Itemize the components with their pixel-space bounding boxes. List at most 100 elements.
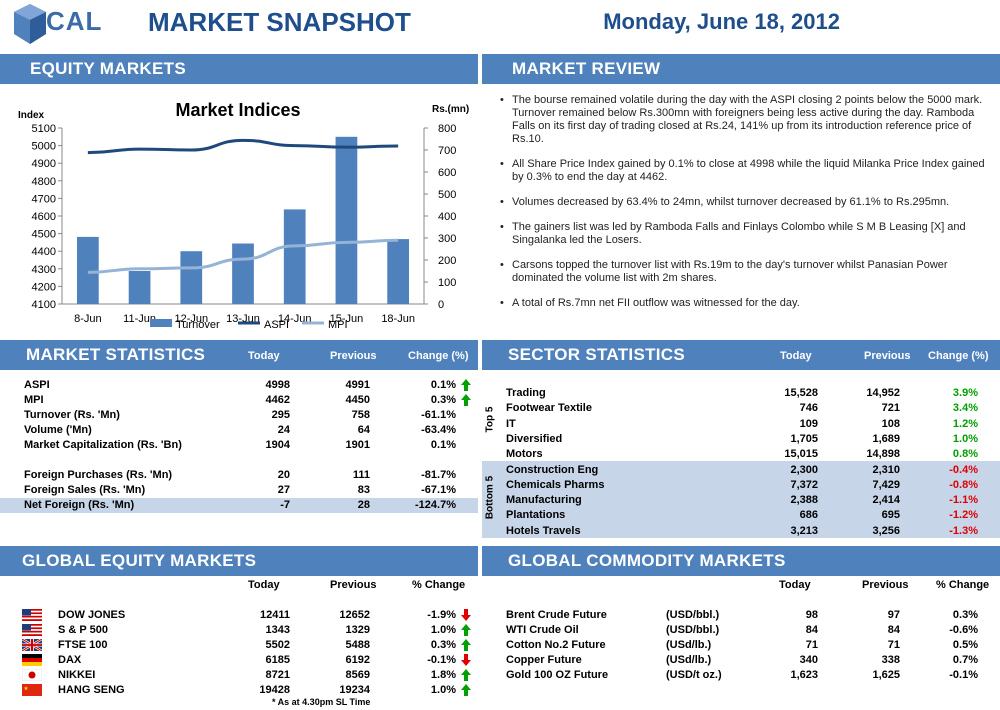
market-review-body: The bourse remained volatile during the …	[482, 84, 1000, 334]
bottom-5-band	[482, 461, 1000, 538]
us-flag-icon	[22, 624, 42, 636]
left-tick-label: 4200	[32, 281, 56, 293]
review-bullet: Carsons topped the turnover list with Rs…	[500, 259, 990, 285]
index-previous: 19234	[339, 684, 370, 696]
sector-change: -1.3%	[949, 524, 978, 537]
sector-name: Chemicals Pharms	[506, 478, 605, 491]
sector-name: Hotels Travels	[506, 524, 581, 537]
germany-flag-icon	[22, 654, 42, 666]
stat-change: 0.3%	[430, 394, 456, 406]
sector-previous: 7,429	[872, 478, 900, 491]
up-arrow-icon	[461, 669, 471, 681]
left-tick-label: 4700	[32, 193, 56, 205]
stat-change: -63.4%	[421, 424, 456, 436]
column-today: Today	[779, 579, 811, 591]
turnover-bar	[387, 239, 410, 304]
sector-name: IT	[506, 417, 516, 430]
global-commodity-body: Today Previous % Change Brent Crude Futu…	[482, 576, 1000, 710]
stat-change: -61.1%	[421, 409, 456, 421]
commodity-previous: 1,625	[872, 669, 900, 681]
sector-previous: 2,414	[872, 494, 900, 507]
right-tick-label: 400	[438, 211, 456, 223]
sector-today: 1,705	[790, 432, 818, 445]
column-previous: Previous	[330, 579, 377, 591]
stat-label: ASPI	[24, 379, 50, 391]
sector-row: Footwear Textile 746 721 3.4%	[482, 401, 1000, 416]
x-tick-label: 12-Jun	[174, 313, 208, 325]
equity-markets-header: EQUITY MARKETS	[0, 54, 478, 84]
turnover-bar	[335, 136, 358, 304]
market-review-panel: MARKET REVIEW The bourse remained volati…	[482, 54, 1000, 334]
index-name: DOW JONES	[58, 609, 126, 621]
index-previous: 5488	[345, 639, 370, 651]
column-previous: Previous	[862, 579, 909, 591]
up-arrow-icon	[461, 684, 471, 696]
market-review-header: MARKET REVIEW	[482, 54, 1000, 84]
commodity-today: 71	[805, 639, 818, 651]
sector-name: Plantations	[506, 509, 566, 522]
stat-today: -7	[280, 499, 290, 511]
commodity-name: Cotton No.2 Future	[506, 639, 606, 651]
market-statistics-body: ASPI 4998 4991 0.1% MPI 4462 4450 0.3% Turnover …	[0, 370, 478, 540]
commodity-change: -0.1%	[949, 669, 978, 681]
sector-row: Manufacturing 2,388 2,414 -1.1%	[482, 493, 1000, 508]
market-statistics-panel: MARKET STATISTICS Today Previous Change …	[0, 340, 478, 540]
index-today: 1343	[265, 624, 290, 636]
uk-flag-icon	[22, 639, 42, 651]
commodity-previous: 97	[887, 609, 900, 621]
commodity-row: Brent Crude Future (USD/bbl.) 98 97 0.3%	[482, 608, 1000, 623]
column-change: % Change	[412, 579, 466, 591]
sector-today: 7,372	[790, 478, 818, 491]
right-tick-label: 100	[438, 277, 456, 289]
up-arrow-icon	[461, 379, 471, 391]
stat-today: 1904	[265, 439, 290, 451]
right-tick-label: 800	[438, 123, 456, 135]
equity-markets-panel: EQUITY MARKETS Market Indices Index Rs.(mn…	[0, 54, 478, 334]
stat-change: -81.7%	[421, 469, 456, 481]
commodity-unit: (USD/bbl.)	[666, 609, 720, 621]
stat-previous: 111	[352, 469, 370, 481]
sector-today: 746	[799, 402, 818, 415]
right-tick-label: 300	[438, 233, 456, 245]
x-tick-label: 18-Jun	[381, 313, 415, 325]
index-previous: 8569	[345, 669, 370, 681]
stat-label: Foreign Sales (Rs. 'Mn)	[24, 484, 146, 496]
x-tick-label: 11-Jun	[123, 313, 156, 325]
market-stat-row: Foreign Purchases (Rs. 'Mn) 20 111 -81.7%	[0, 468, 478, 483]
turnover-bar	[76, 236, 99, 304]
column-previous: Previous	[864, 350, 911, 362]
sector-today: 2,300	[790, 463, 818, 476]
sector-today: 109	[799, 417, 818, 430]
sector-previous: 695	[881, 509, 900, 522]
index-name: HANG SENG	[58, 684, 125, 696]
stat-today: 295	[271, 409, 290, 421]
index-previous: 12652	[339, 609, 370, 621]
cal-logo-icon	[14, 4, 46, 44]
commodity-name: Gold 100 OZ Future	[506, 669, 609, 681]
right-tick-label: 0	[438, 299, 444, 311]
index-name: DAX	[58, 654, 82, 666]
global-equity-panel: GLOBAL EQUITY MARKETS Today Previous % C…	[0, 546, 478, 710]
market-stat-row: Net Foreign (Rs. 'Mn) -7 28 -124.7%	[0, 498, 478, 513]
column-change: % Change	[936, 579, 990, 591]
stat-previous: 64	[357, 424, 370, 436]
sector-today: 15,528	[784, 387, 818, 399]
turnover-bar	[180, 251, 203, 304]
global-equity-row: NIKKEI 8721 8569 1.8%	[0, 668, 478, 683]
review-bullet: Volumes decreased by 63.4% to 24mn, whil…	[500, 196, 990, 209]
sector-row: Plantations 686 695 -1.2%	[482, 508, 1000, 523]
sector-name: Construction Eng	[506, 463, 599, 476]
sector-statistics-title: SECTOR STATISTICS	[508, 345, 686, 364]
global-equity-row: S & P 500 1343 1329 1.0%	[0, 623, 478, 638]
review-bullet: All Share Price Index gained by 0.1% to …	[500, 158, 990, 184]
sector-previous: 108	[881, 417, 900, 430]
commodity-unit: (USd/lb.)	[666, 639, 712, 651]
global-commodity-title: GLOBAL COMMODITY MARKETS	[508, 551, 786, 570]
index-change: 1.8%	[430, 669, 456, 681]
market-stat-row: Foreign Sales (Rs. 'Mn) 27 83 -67.1%	[0, 483, 478, 498]
sector-row: IT 109 108 1.2%	[482, 417, 1000, 432]
sector-statistics-body: Top 5 Bottom 5 Trading 15,528 14,952 3.9% Foot…	[482, 370, 1000, 540]
x-tick-label: 8-Jun	[74, 313, 102, 325]
sector-today: 2,388	[790, 494, 818, 507]
market-statistics-header: MARKET STATISTICS Today Previous Change …	[0, 340, 478, 370]
